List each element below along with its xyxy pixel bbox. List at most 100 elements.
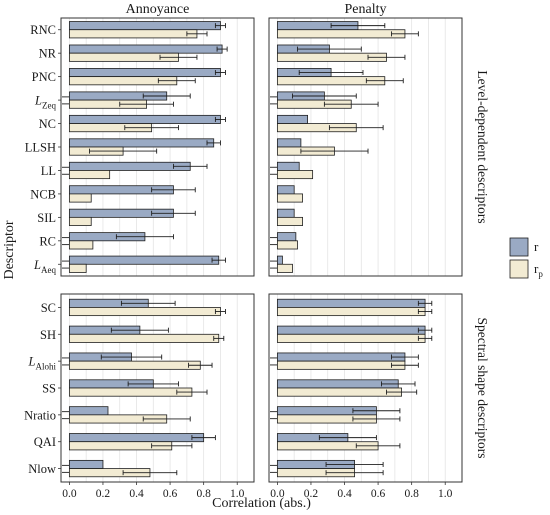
x-tick-label: 0.2 xyxy=(304,488,319,500)
negative-sign-mark xyxy=(270,464,277,473)
negative-sign-mark xyxy=(270,260,277,269)
bar-rp xyxy=(68,29,198,39)
bar-group-LLSH xyxy=(68,138,221,156)
x-axis-label: Correlation (abs.) xyxy=(212,496,311,511)
bar-r xyxy=(68,406,109,416)
descriptor-label-LZeq: LZeq xyxy=(34,94,56,111)
descriptor-label-LLSH: LLSH xyxy=(25,141,56,155)
bar-group-Nratio xyxy=(276,406,401,424)
legend: r rp xyxy=(509,237,543,279)
x-axis-penalty: 0.0 0.2 0.4 0.6 0.8 1.0 xyxy=(270,482,453,500)
panel-border xyxy=(268,293,463,483)
x-tick-label: 0.6 xyxy=(163,488,178,500)
panel-annoyance-shape xyxy=(60,293,255,483)
bar-group-SIL xyxy=(68,208,196,226)
bar-rp xyxy=(68,307,221,317)
x-tick-label: 0.0 xyxy=(270,488,285,500)
negative-sign-mark xyxy=(62,166,69,175)
descriptor-labels-level: RNC NR PNC LZeq NC LLSH LL NCB SIL RC LAeq xyxy=(25,23,61,275)
bar-r xyxy=(68,21,221,31)
bar-r xyxy=(276,232,297,242)
x-tick-label: 0.2 xyxy=(96,488,111,500)
negative-sign-mark xyxy=(62,260,69,269)
legend-swatch-rp xyxy=(509,259,529,279)
bar-r xyxy=(276,185,295,195)
bar-group-NR xyxy=(68,44,228,62)
bar-group-LAlohi xyxy=(276,352,419,370)
bar-group-PNC xyxy=(276,68,404,86)
bar-group-Nlow xyxy=(68,459,178,478)
bar-group-SC xyxy=(276,298,433,317)
negative-sign-mark xyxy=(62,237,69,246)
descriptor-label-LAeq: LAeq xyxy=(33,258,56,275)
bar-r xyxy=(276,298,426,308)
bar-group-LAlohi xyxy=(68,352,213,370)
descriptor-label-Nlow: Nlow xyxy=(28,462,56,476)
descriptor-label-PNC: PNC xyxy=(32,70,56,84)
bar-rp xyxy=(276,360,406,370)
panel-annoyance-level xyxy=(60,17,255,277)
bar-group-LZeq xyxy=(276,91,379,109)
negative-sign-mark xyxy=(270,96,277,105)
bar-r xyxy=(68,114,221,124)
x-tick-label: 1.0 xyxy=(438,488,453,500)
negative-sign-mark xyxy=(62,464,69,473)
bar-r xyxy=(68,433,205,443)
bar-r xyxy=(68,138,215,148)
descriptor-labels-shape: SC SH LAlohi SS Nratio QAI Nlow xyxy=(24,301,61,476)
descriptor-label-SIL: SIL xyxy=(37,211,56,225)
negative-sign-mark xyxy=(270,237,277,246)
descriptor-label-QAI: QAI xyxy=(34,435,56,449)
x-tick-label: 0.8 xyxy=(196,488,211,500)
legend-swatch-r xyxy=(509,237,529,257)
bar-group-LL xyxy=(276,161,314,180)
descriptor-label-LL: LL xyxy=(41,164,56,178)
y-axis-label: Descriptor xyxy=(2,220,17,279)
bar-r xyxy=(276,138,302,148)
bar-group-SIL xyxy=(276,208,303,226)
descriptor-label-RNC: RNC xyxy=(30,23,56,37)
bar-group-RC xyxy=(68,232,174,250)
bar-group-SC xyxy=(68,298,226,317)
bar-group-SH xyxy=(68,325,225,343)
bar-rp xyxy=(68,170,111,180)
bar-rp xyxy=(276,333,426,343)
bar-rp xyxy=(68,333,220,343)
bar-group-SS xyxy=(276,379,418,397)
panel-penalty-level xyxy=(268,17,463,277)
bar-group-LL xyxy=(68,161,208,180)
bar-rp xyxy=(68,360,201,370)
row-group-label-level: Level-dependent descriptors xyxy=(475,70,490,223)
descriptor-label-SC: SC xyxy=(41,301,56,315)
bar-group-RC xyxy=(276,232,298,250)
column-header-annoyance: Annoyance xyxy=(126,2,190,17)
descriptor-label-RC: RC xyxy=(39,234,56,248)
x-axis-annoyance: 0.0 0.2 0.4 0.6 0.8 1.0 xyxy=(62,482,245,500)
descriptor-label-NR: NR xyxy=(39,47,57,61)
bar-rp xyxy=(68,193,92,203)
x-tick-label: 0.8 xyxy=(404,488,419,500)
bar-rp xyxy=(276,387,402,397)
bar-r xyxy=(276,325,426,335)
panel-penalty-shape xyxy=(268,293,463,483)
bar-rp xyxy=(276,263,293,273)
bar-r xyxy=(68,68,221,78)
descriptor-label-SS: SS xyxy=(42,382,56,396)
bar-rp xyxy=(276,29,406,39)
bar-rp xyxy=(68,263,87,273)
bar-r xyxy=(68,255,220,265)
bar-group-RNC xyxy=(68,21,226,39)
bar-r xyxy=(68,161,191,171)
bar-r xyxy=(276,114,308,124)
bar-group-LAeq xyxy=(276,255,293,273)
bar-rp xyxy=(68,240,94,250)
descriptor-label-Nratio: Nratio xyxy=(24,408,56,422)
bar-group-NCB xyxy=(276,185,303,203)
negative-sign-mark xyxy=(270,357,277,366)
bar-r xyxy=(276,255,283,265)
bar-group-SH xyxy=(276,325,433,343)
bar-group-Nlow xyxy=(276,459,384,478)
x-tick-label: 0.4 xyxy=(129,488,144,500)
legend-label-rp: rp xyxy=(534,261,543,279)
